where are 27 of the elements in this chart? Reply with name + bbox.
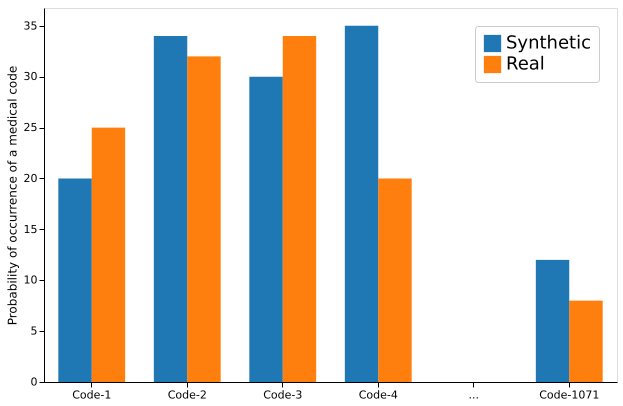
y-tick-label: 15 [24, 222, 38, 236]
bar [536, 260, 570, 382]
x-tick-label: ... [468, 388, 479, 402]
bar [92, 128, 126, 382]
bar [154, 36, 188, 382]
bar [378, 178, 412, 382]
x-tick-label: Code-1071 [539, 388, 600, 402]
y-tick-label: 10 [24, 274, 38, 287]
x-tick-label: Code-2 [168, 388, 207, 402]
y-axis-title: Probability of occurrence of a medical code [6, 66, 20, 326]
bar [569, 300, 603, 382]
y-tick-label: 5 [30, 324, 38, 338]
y-tick-label: 20 [24, 172, 38, 185]
bar [282, 36, 316, 382]
y-tick-label: 35 [24, 19, 38, 32]
x-tick-label: Code-3 [263, 388, 302, 402]
bar [187, 56, 221, 382]
bar [344, 26, 378, 382]
x-tick-label: Code-1 [72, 388, 112, 402]
y-tick-label: 30 [24, 70, 38, 84]
x-tick-label: Code-4 [358, 388, 398, 402]
bar [58, 178, 92, 382]
bar [249, 76, 283, 382]
legend-label: Real [506, 54, 545, 74]
y-tick-label: 25 [24, 121, 38, 134]
legend-label: Synthetic [506, 32, 591, 54]
y-tick-label: 0 [30, 376, 38, 388]
